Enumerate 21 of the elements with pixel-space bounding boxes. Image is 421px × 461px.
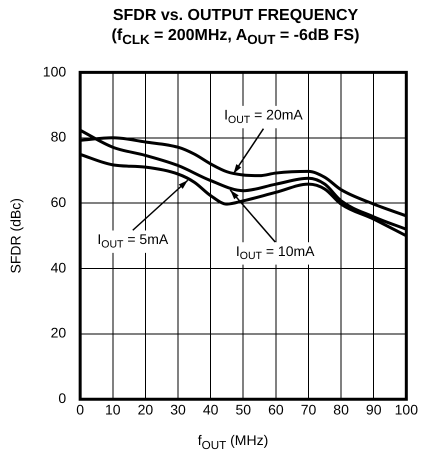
x-tick-label: 60 — [268, 402, 284, 418]
x-tick-label: 10 — [104, 402, 121, 418]
x-tick-label: 0 — [76, 402, 84, 418]
x-tick-label: 20 — [138, 402, 154, 418]
y-tick-label: 40 — [50, 260, 66, 276]
x-tick-label: 80 — [333, 402, 350, 418]
x-tick-label: 70 — [300, 402, 316, 418]
y-tick-label: 100 — [42, 63, 66, 80]
y-tick-label: 20 — [50, 324, 66, 341]
y-tick-label: 80 — [50, 128, 66, 145]
y-axis-title: SFDR (dBc) — [7, 198, 24, 274]
x-tick-label: 50 — [235, 402, 252, 418]
y-tick-label: 0 — [58, 390, 66, 406]
chart-title: SFDR vs. OUTPUT FREQUENCY — [112, 6, 360, 26]
y-tick-label: 60 — [50, 194, 66, 210]
x-tick-label: 40 — [202, 402, 219, 418]
x-axis-title: f$_{OUT}$ (MHz) — [196, 432, 270, 452]
x-tick-label: 90 — [366, 402, 382, 418]
x-tick-label: 30 — [170, 402, 186, 418]
x-tick-label: 100 — [394, 402, 418, 418]
chart-subtitle: (f$_{CLK}$ = 200MHz, A$_{OUT}$ = -6dB FS) — [110, 26, 360, 50]
